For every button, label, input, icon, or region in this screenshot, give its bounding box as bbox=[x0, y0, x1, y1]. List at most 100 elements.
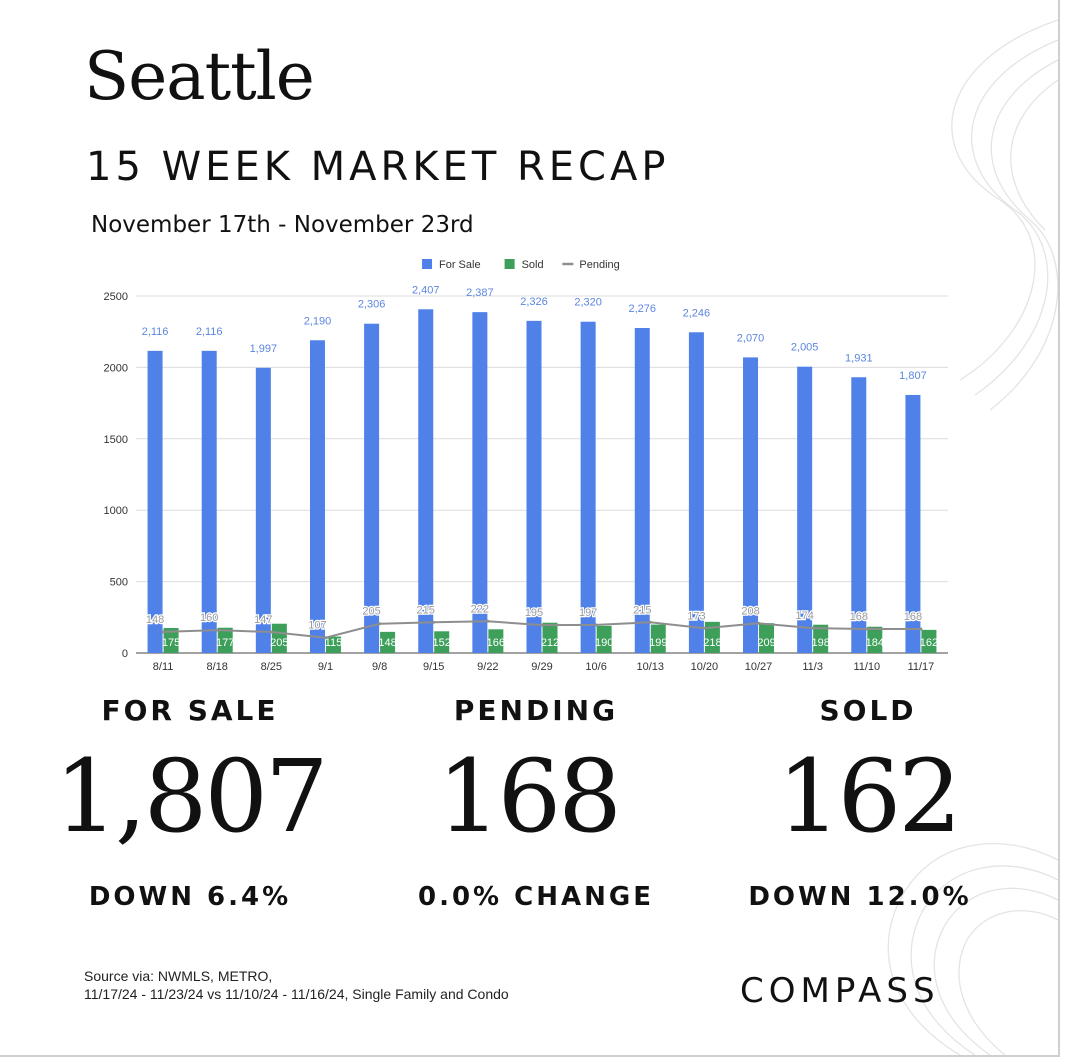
x-tick-label: 8/11 bbox=[153, 661, 174, 673]
sold-data-label: 205 bbox=[270, 637, 288, 649]
for-sale-bar bbox=[580, 321, 596, 653]
pending-data-label: 222 bbox=[471, 603, 489, 615]
pending-point bbox=[540, 623, 544, 627]
pending-data-label: 147 bbox=[254, 614, 272, 626]
market-chart: 0 500 1000 1500 2000 2500 2,116 2,116 1,997 2,190… bbox=[104, 259, 948, 673]
legend-label: Pending bbox=[579, 259, 619, 271]
pending-data-label: 215 bbox=[633, 604, 651, 616]
sold-bar bbox=[704, 621, 720, 653]
y-tick-label: 2500 bbox=[104, 291, 128, 303]
x-tick-label: 11/3 bbox=[802, 661, 823, 673]
pending-data-label: 205 bbox=[362, 606, 380, 618]
x-tick-label: 8/25 bbox=[261, 661, 282, 673]
for-sale-bar bbox=[472, 312, 488, 653]
pending-data-label: 148 bbox=[146, 614, 164, 626]
sold-bar bbox=[434, 631, 450, 653]
for-sale-bar bbox=[364, 323, 380, 653]
for-sale-data-label: 2,387 bbox=[466, 287, 494, 299]
sold-bar bbox=[650, 624, 666, 653]
sold-data-label: 198 bbox=[811, 637, 829, 649]
pending-point bbox=[702, 626, 706, 630]
for-sale-bar bbox=[634, 327, 650, 653]
legend-swatch bbox=[504, 259, 515, 269]
x-tick-label: 10/27 bbox=[745, 661, 773, 673]
x-tick-label: 9/1 bbox=[318, 661, 333, 673]
pending-point bbox=[594, 623, 598, 627]
sold-value: 162 bbox=[777, 738, 962, 855]
sold-bar bbox=[163, 628, 179, 653]
sold-bar bbox=[217, 627, 233, 653]
for-sale-data-label: 2,005 bbox=[791, 342, 819, 354]
y-tick-label: 1500 bbox=[104, 434, 128, 446]
for-sale-bar bbox=[851, 377, 867, 653]
sold-data-label: 190 bbox=[595, 637, 613, 649]
pending-point bbox=[161, 630, 165, 634]
pending-point bbox=[215, 628, 219, 632]
x-tick-label: 9/8 bbox=[372, 661, 387, 673]
pending-point bbox=[486, 619, 490, 623]
y-tick-label: 1000 bbox=[104, 505, 128, 517]
pending-label: PENDING bbox=[453, 694, 619, 727]
for-sale-data-label: 2,070 bbox=[737, 332, 765, 344]
sold-label: SOLD bbox=[819, 694, 917, 727]
for-sale-bar bbox=[255, 367, 271, 653]
sold-bar bbox=[488, 629, 504, 653]
for-sale-bar bbox=[418, 309, 434, 653]
sold-bar bbox=[596, 625, 612, 653]
for-sale-data-label: 2,320 bbox=[574, 297, 602, 309]
x-tick-label: 10/6 bbox=[585, 661, 606, 673]
sold-data-label: 175 bbox=[162, 637, 180, 649]
legend-label: For Sale bbox=[439, 259, 481, 271]
sold-bar bbox=[542, 622, 558, 653]
y-tick-label: 0 bbox=[122, 648, 128, 660]
pending-data-label: 160 bbox=[200, 612, 218, 624]
pending-point bbox=[811, 626, 815, 630]
pending-value: 168 bbox=[437, 738, 622, 855]
source-note: Source via: NWMLS, METRO, 11/17/24 - 11/… bbox=[84, 967, 509, 1003]
pending-data-label: 197 bbox=[579, 607, 597, 619]
for-sale-data-label: 1,997 bbox=[250, 343, 278, 355]
for-sale-bar bbox=[743, 357, 759, 653]
pending-data-label: 107 bbox=[308, 620, 326, 632]
sold-data-label: 209 bbox=[757, 637, 775, 649]
pending-data-label: 173 bbox=[687, 610, 705, 622]
source-line-1: Source via: NWMLS, METRO, bbox=[84, 968, 273, 984]
compass-logo: COMPASS bbox=[740, 971, 940, 1011]
for-sale-bar bbox=[797, 366, 813, 653]
x-tick-label: 9/15 bbox=[423, 661, 444, 673]
pending-change: 0.0% CHANGE bbox=[418, 882, 654, 912]
sold-data-label: 199 bbox=[649, 637, 667, 649]
pending-point bbox=[757, 621, 761, 625]
x-tick-label: 10/20 bbox=[691, 661, 719, 673]
sold-bar bbox=[380, 631, 396, 653]
pending-point bbox=[378, 622, 382, 626]
x-tick-label: 9/22 bbox=[477, 661, 498, 673]
sold-data-label: 177 bbox=[216, 637, 234, 649]
for-sale-data-label: 2,407 bbox=[412, 284, 440, 296]
pending-point bbox=[269, 630, 273, 634]
pending-data-label: 168 bbox=[904, 611, 922, 623]
for-sale-data-label: 1,931 bbox=[845, 352, 873, 364]
city-title: Seattle bbox=[84, 38, 315, 115]
source-line-2: 11/17/24 - 11/23/24 vs 11/10/24 - 11/16/… bbox=[84, 986, 509, 1002]
pending-data-label: 195 bbox=[525, 607, 543, 619]
for-sale-data-label: 2,306 bbox=[358, 299, 386, 311]
sold-bar bbox=[921, 629, 937, 653]
y-tick-label: 2000 bbox=[104, 362, 128, 374]
sold-data-label: 218 bbox=[703, 637, 721, 649]
pending-point bbox=[648, 620, 652, 624]
sold-data-label: 166 bbox=[487, 637, 505, 649]
for-sale-data-label: 2,116 bbox=[196, 326, 223, 338]
date-range: November 17th - November 23rd bbox=[91, 212, 474, 238]
for-sale-bar bbox=[147, 350, 163, 653]
sold-bar bbox=[271, 623, 287, 653]
sold-data-label: 148 bbox=[378, 637, 396, 649]
sold-data-label: 212 bbox=[541, 637, 559, 649]
for-sale-data-label: 2,276 bbox=[629, 303, 657, 315]
for-sale-bar bbox=[526, 320, 542, 653]
pending-point bbox=[432, 620, 436, 624]
x-tick-label: 8/18 bbox=[206, 661, 227, 673]
sold-bar bbox=[813, 624, 829, 653]
x-tick-label: 11/10 bbox=[853, 661, 880, 673]
sold-data-label: 162 bbox=[920, 637, 938, 649]
